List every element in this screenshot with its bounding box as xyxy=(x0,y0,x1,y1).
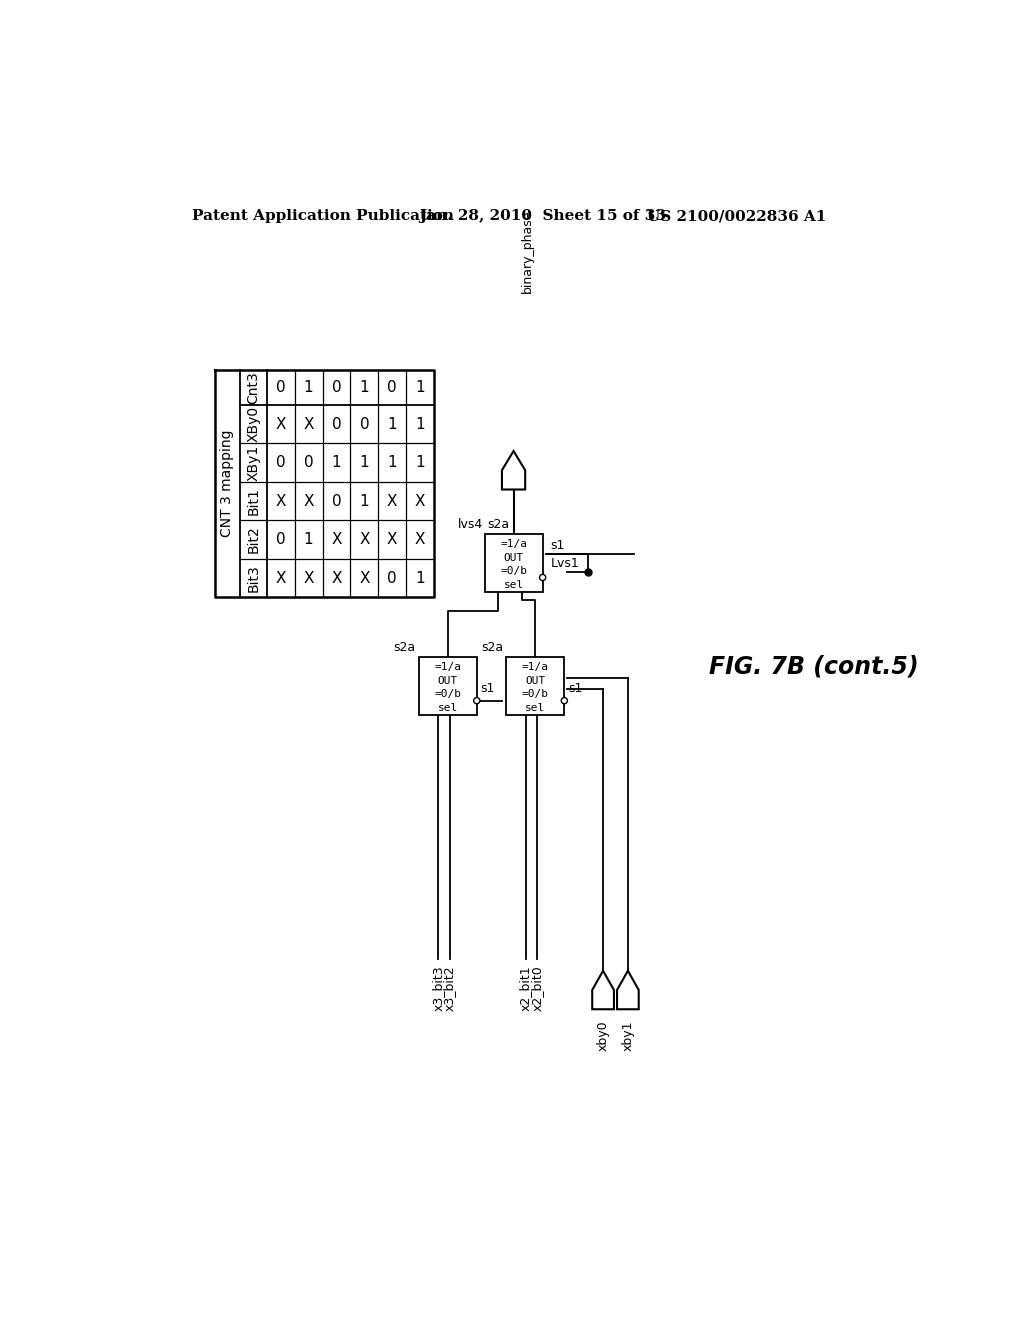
Text: sel: sel xyxy=(504,579,523,590)
Text: sel: sel xyxy=(437,702,458,713)
Text: 0: 0 xyxy=(387,570,397,586)
Text: 0: 0 xyxy=(275,532,286,546)
Polygon shape xyxy=(617,970,639,1010)
Text: lvs4: lvs4 xyxy=(458,517,483,531)
Text: 0: 0 xyxy=(304,455,313,470)
Text: OUT: OUT xyxy=(504,553,523,562)
Text: 1: 1 xyxy=(387,417,397,432)
Text: 1: 1 xyxy=(416,455,425,470)
Circle shape xyxy=(474,697,480,704)
Text: OUT: OUT xyxy=(437,676,458,686)
Text: 1: 1 xyxy=(359,380,370,395)
Bar xyxy=(419,657,477,715)
Text: =0/b: =0/b xyxy=(500,566,527,576)
Text: Patent Application Publication: Patent Application Publication xyxy=(193,209,455,223)
Text: s1: s1 xyxy=(568,681,583,694)
Text: Cnt3: Cnt3 xyxy=(246,371,260,404)
Text: X: X xyxy=(275,494,286,508)
Text: =1/a: =1/a xyxy=(500,540,527,549)
Text: CNT 3 mapping: CNT 3 mapping xyxy=(220,430,234,537)
Text: s1: s1 xyxy=(480,681,495,694)
Polygon shape xyxy=(502,451,525,490)
Text: X: X xyxy=(275,570,286,586)
Text: X: X xyxy=(387,494,397,508)
Text: X: X xyxy=(303,570,313,586)
Text: 0: 0 xyxy=(332,417,341,432)
Text: X: X xyxy=(359,532,370,546)
Text: 0: 0 xyxy=(387,380,397,395)
Text: OUT: OUT xyxy=(525,676,546,686)
Text: X: X xyxy=(359,570,370,586)
Text: x3_bit2: x3_bit2 xyxy=(443,965,456,1011)
Text: =0/b: =0/b xyxy=(434,689,461,700)
Text: s2a: s2a xyxy=(393,642,416,655)
Text: =0/b: =0/b xyxy=(522,689,549,700)
Text: 1: 1 xyxy=(304,380,313,395)
Text: X: X xyxy=(303,494,313,508)
Text: s2a: s2a xyxy=(487,517,510,531)
Text: x2_bit0: x2_bit0 xyxy=(530,965,544,1011)
Text: sel: sel xyxy=(525,702,546,713)
Text: X: X xyxy=(415,532,425,546)
Bar xyxy=(484,535,543,591)
Text: s1: s1 xyxy=(550,539,565,552)
Text: Jan. 28, 2010  Sheet 15 of 33: Jan. 28, 2010 Sheet 15 of 33 xyxy=(419,209,666,223)
Text: 1: 1 xyxy=(416,417,425,432)
Circle shape xyxy=(561,697,567,704)
Text: =1/a: =1/a xyxy=(522,663,549,672)
Polygon shape xyxy=(592,970,614,1010)
Text: US 2100/0022836 A1: US 2100/0022836 A1 xyxy=(647,209,826,223)
Text: 1: 1 xyxy=(387,455,397,470)
Text: XBy0: XBy0 xyxy=(246,407,260,442)
Text: xby0: xby0 xyxy=(597,1020,609,1052)
Text: x3_bit3: x3_bit3 xyxy=(431,965,444,1011)
Text: X: X xyxy=(387,532,397,546)
Text: =1/a: =1/a xyxy=(434,663,461,672)
Text: 0: 0 xyxy=(332,494,341,508)
Text: 1: 1 xyxy=(304,532,313,546)
Text: Lvs1: Lvs1 xyxy=(550,557,580,570)
Text: X: X xyxy=(415,494,425,508)
Text: X: X xyxy=(303,417,313,432)
Text: 1: 1 xyxy=(416,380,425,395)
Bar xyxy=(506,657,564,715)
Text: Bit1: Bit1 xyxy=(246,487,260,515)
Text: 0: 0 xyxy=(359,417,370,432)
Text: Bit2: Bit2 xyxy=(246,525,260,553)
Text: 1: 1 xyxy=(359,455,370,470)
Text: binary_phase: binary_phase xyxy=(521,210,535,293)
Text: X: X xyxy=(275,417,286,432)
Text: 0: 0 xyxy=(275,455,286,470)
Text: X: X xyxy=(331,570,342,586)
Text: Bit3: Bit3 xyxy=(246,564,260,591)
Text: s2a: s2a xyxy=(481,642,503,655)
Text: x2_bit1: x2_bit1 xyxy=(519,965,532,1011)
Text: 1: 1 xyxy=(359,494,370,508)
Circle shape xyxy=(540,574,546,581)
Text: XBy1: XBy1 xyxy=(246,445,260,480)
Text: X: X xyxy=(331,532,342,546)
Text: xby1: xby1 xyxy=(622,1020,635,1051)
Text: 0: 0 xyxy=(275,380,286,395)
Text: FIG. 7B (cont.5): FIG. 7B (cont.5) xyxy=(710,655,919,678)
Text: 1: 1 xyxy=(416,570,425,586)
Text: 1: 1 xyxy=(332,455,341,470)
Text: 0: 0 xyxy=(332,380,341,395)
